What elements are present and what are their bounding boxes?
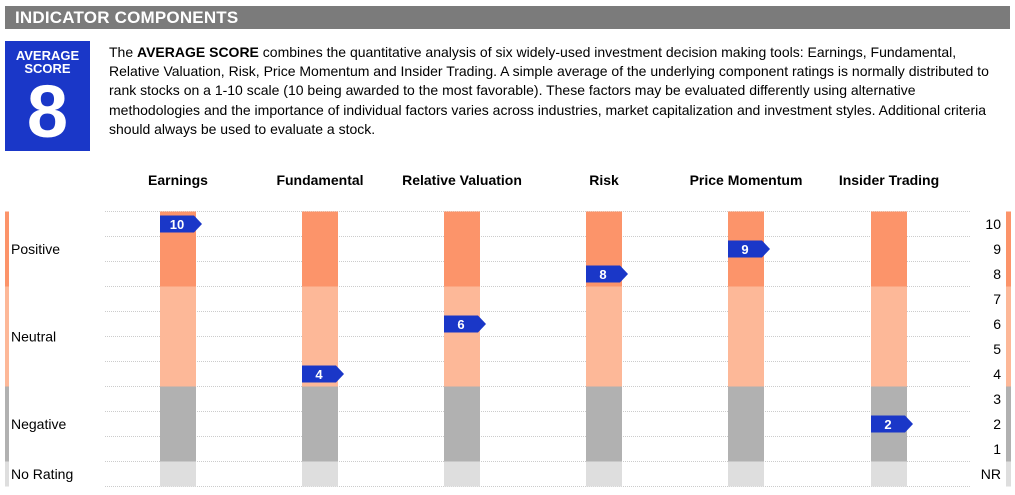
score-marker-label: 6 bbox=[457, 317, 464, 332]
category-label: Insider Trading bbox=[839, 172, 939, 188]
zone-label-no-rating: No Rating bbox=[11, 466, 73, 482]
category-label: Earnings bbox=[148, 172, 208, 188]
section-title: INDICATOR COMPONENTS bbox=[15, 8, 239, 27]
description-text: combines the quantitative analysis of si… bbox=[109, 44, 989, 137]
indicator-column-5-segment bbox=[871, 211, 907, 287]
y-tick-label: 10 bbox=[985, 216, 1001, 232]
indicator-column-5-segment bbox=[871, 461, 907, 487]
score-marker-label: 4 bbox=[315, 367, 323, 382]
indicator-column-3-segment bbox=[586, 461, 622, 487]
score-marker bbox=[586, 265, 628, 283]
average-score-badge: AVERAGE SCORE 8 bbox=[5, 41, 90, 151]
y-tick-label: 2 bbox=[993, 416, 1001, 432]
score-marker bbox=[302, 365, 344, 383]
y-tick-label: NR bbox=[981, 466, 1001, 482]
category-label: Risk bbox=[589, 172, 619, 188]
indicator-column-5-segment bbox=[871, 286, 907, 387]
category-label: Relative Valuation bbox=[402, 172, 522, 188]
section-header: INDICATOR COMPONENTS bbox=[5, 6, 1010, 29]
score-marker-label: 10 bbox=[170, 217, 184, 232]
y-tick-label: 9 bbox=[993, 241, 1001, 257]
y-tick-label: 5 bbox=[993, 341, 1001, 357]
left-zone-strip bbox=[5, 461, 9, 487]
average-score-label-line1: AVERAGE bbox=[15, 48, 80, 63]
indicator-column-4-segment bbox=[728, 386, 764, 462]
indicator-column-0-segment bbox=[160, 461, 196, 487]
left-zone-strip bbox=[5, 286, 9, 387]
indicator-column-4-segment bbox=[728, 286, 764, 387]
description-lead: The bbox=[109, 44, 138, 60]
indicator-column-3-segment bbox=[586, 286, 622, 387]
zone-label-negative: Negative bbox=[11, 416, 66, 432]
zone-label-neutral: Neutral bbox=[11, 329, 56, 345]
left-zone-strip bbox=[5, 211, 9, 287]
score-marker bbox=[444, 315, 486, 333]
indicator-column-2-segment bbox=[444, 461, 480, 487]
right-zone-strip bbox=[1006, 461, 1011, 487]
score-marker-label: 9 bbox=[741, 242, 748, 257]
score-marker-label: 2 bbox=[884, 417, 891, 432]
description-paragraph: The AVERAGE SCORE combines the quantitat… bbox=[109, 43, 1009, 139]
indicator-column-2-segment bbox=[444, 286, 480, 387]
right-zone-strip bbox=[1006, 211, 1011, 287]
indicator-column-0-segment bbox=[160, 386, 196, 462]
right-zone-strip bbox=[1006, 386, 1011, 462]
indicator-column-3-segment bbox=[586, 386, 622, 462]
indicator-column-1-segment bbox=[302, 386, 338, 462]
left-zone-strip bbox=[5, 386, 9, 462]
score-marker bbox=[160, 215, 202, 233]
category-label: Price Momentum bbox=[690, 172, 803, 188]
description-bold-term: AVERAGE SCORE bbox=[137, 44, 259, 60]
indicator-column-0-segment bbox=[160, 286, 196, 387]
y-tick-label: 7 bbox=[993, 291, 1001, 307]
y-tick-label: 8 bbox=[993, 266, 1001, 282]
average-score-value: 8 bbox=[26, 70, 69, 153]
y-tick-label: 4 bbox=[993, 366, 1001, 382]
indicator-components-chart: Positive Neutral Negative No Rating NR 1 2 3 4 5 6… bbox=[5, 172, 1011, 487]
average-score-label: AVERAGE SCORE bbox=[5, 49, 90, 75]
indicator-column-2-segment bbox=[444, 386, 480, 462]
right-zone-strip bbox=[1006, 286, 1011, 387]
category-label: Fundamental bbox=[276, 172, 363, 188]
y-tick-label: 3 bbox=[993, 391, 1001, 407]
indicator-column-1-segment bbox=[302, 211, 338, 287]
zone-label-positive: Positive bbox=[11, 241, 60, 257]
average-score-label-line2: SCORE bbox=[24, 61, 71, 76]
score-marker bbox=[871, 415, 913, 433]
indicator-column-2-segment bbox=[444, 211, 480, 287]
indicator-column-1-segment bbox=[302, 461, 338, 487]
y-tick-label: 6 bbox=[993, 316, 1001, 332]
y-tick-label: 1 bbox=[993, 441, 1001, 457]
indicator-column-4-segment bbox=[728, 461, 764, 487]
score-marker bbox=[728, 240, 770, 258]
score-marker-label: 8 bbox=[599, 267, 606, 282]
